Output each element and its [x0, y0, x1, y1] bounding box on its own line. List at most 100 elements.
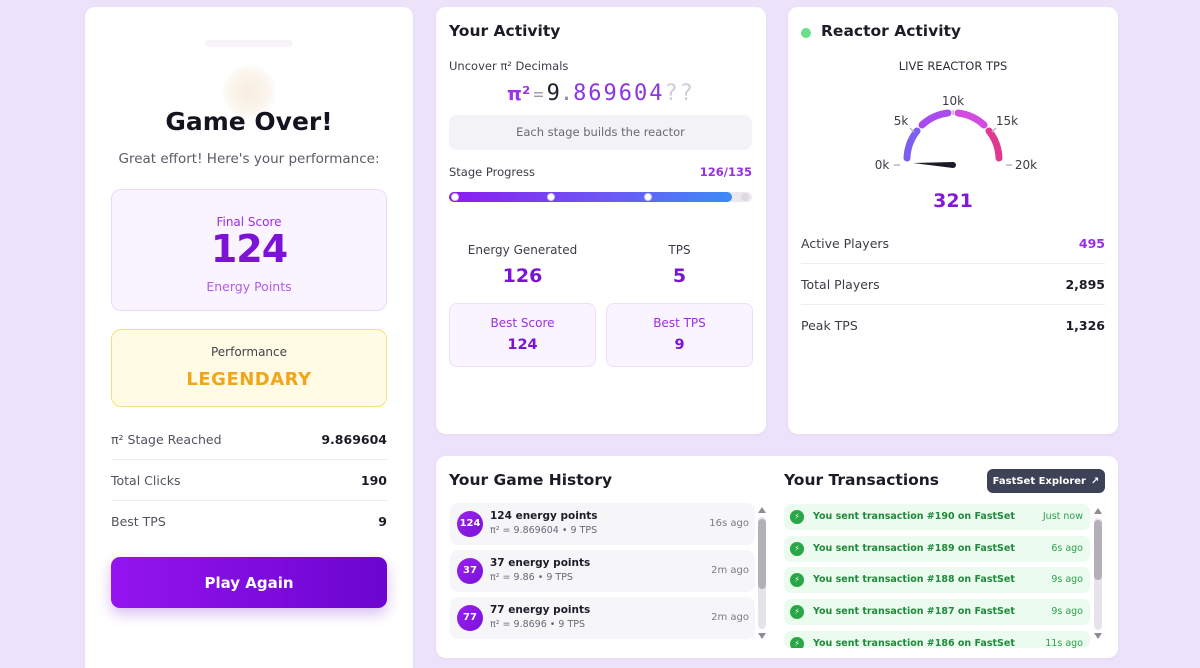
reactor-title: Reactor Activity	[821, 22, 962, 40]
stage-marker	[644, 193, 652, 201]
lightning-icon: ⚡	[790, 542, 804, 556]
transaction-time: 6s ago	[1051, 543, 1083, 554]
stage-marker	[451, 193, 459, 201]
performance-card: Performance LEGENDARY	[111, 329, 387, 407]
reactor-activity-panel: Reactor Activity LIVE REACTOR TPS 0k 5k …	[788, 7, 1118, 434]
stage-progress-bar	[449, 192, 752, 202]
transaction-item[interactable]: ⚡ You sent transaction #187 on FastSet 9…	[784, 599, 1090, 625]
history-time: 16s ago	[709, 518, 749, 529]
history-scroll-up-icon[interactable]	[758, 507, 766, 513]
reactor-row-label: Active Players	[801, 236, 890, 251]
history-scroll-down-icon[interactable]	[758, 633, 766, 639]
history-score-badge: 37	[457, 558, 483, 584]
transaction-text: You sent transaction #186 on FastSet	[813, 638, 1015, 648]
tx-scrollbar[interactable]	[1094, 518, 1102, 630]
faded-decoration	[205, 40, 293, 47]
tx-scroll-up-icon[interactable]	[1094, 508, 1102, 514]
pi-symbol: π²	[506, 83, 531, 105]
energy-generated-label: Energy Generated	[467, 243, 578, 257]
stage-progress-value: 126/135	[699, 165, 752, 179]
lightning-icon: ⚡	[790, 605, 804, 619]
transactions-title: Your Transactions	[784, 471, 940, 489]
transaction-text: You sent transaction #187 on FastSet	[813, 606, 1015, 617]
performance-label: Performance	[210, 345, 288, 359]
activity-panel: Your Activity Uncover π² Decimals π² = 9.8…	[436, 7, 766, 434]
history-time: 2m ago	[711, 565, 749, 576]
gauge-segment	[954, 109, 988, 129]
pi-equals: =	[533, 85, 544, 105]
reactor-row-label: Peak TPS	[801, 318, 858, 333]
reactor-row-active-players: Active Players 495	[801, 223, 1105, 264]
final-score-card: Final Score 124 Energy Points	[111, 189, 387, 311]
tps-gauge: 0k 5k 10k 15k 20k	[875, 94, 1037, 172]
transaction-item[interactable]: ⚡ You sent transaction #190 on FastSet J…	[784, 504, 1090, 530]
history-detail: π² = 9.86 • 9 TPS	[490, 572, 573, 583]
history-scrollbar-thumb[interactable]	[758, 519, 766, 589]
gauge-segment	[985, 127, 1003, 162]
history-item[interactable]: 124 124 energy points π² = 9.869604 • 9 …	[450, 503, 755, 545]
game-over-title: Game Over!	[165, 107, 333, 136]
history-time: 2m ago	[711, 612, 749, 623]
history-item[interactable]: 37 37 energy points π² = 9.86 • 9 TPS 2m…	[450, 550, 755, 592]
stat-row-best-tps: Best TPS 9	[111, 501, 387, 542]
transaction-item[interactable]: ⚡ You sent transaction #189 on FastSet 6…	[784, 536, 1090, 562]
current-tps-value: 321	[933, 190, 973, 212]
gauge-tick	[991, 127, 997, 133]
final-score-unit: Energy Points	[206, 279, 292, 294]
gauge-label-20k: 20k	[1015, 158, 1037, 172]
pi-squared-display: π² = 9.869604??	[436, 81, 766, 106]
reactor-row-value: 2,895	[1065, 277, 1105, 292]
history-scrollbar[interactable]	[758, 517, 766, 629]
history-transactions-panel: Your Game History 124 124 energy points …	[436, 456, 1118, 658]
reactor-row-value: 495	[1078, 236, 1105, 251]
history-detail: π² = 9.869604 • 9 TPS	[490, 525, 598, 536]
reactor-row-total-players: Total Players 2,895	[801, 264, 1105, 305]
transaction-time: 9s ago	[1051, 606, 1083, 617]
lightning-icon: ⚡	[790, 573, 804, 587]
transaction-item[interactable]: ⚡ You sent transaction #186 on FastSet 1…	[784, 631, 1090, 648]
activity-title: Your Activity	[449, 22, 561, 40]
game-over-subtitle: Great effort! Here's your performance:	[118, 151, 380, 167]
live-tps-label: LIVE REACTOR TPS	[898, 59, 1008, 73]
pi-unknown-digits: ??	[664, 81, 696, 106]
history-score-badge: 77	[457, 605, 483, 631]
tx-scrollbar-thumb[interactable]	[1094, 520, 1102, 580]
gauge-label-0k: 0k	[875, 158, 890, 172]
lightning-icon: ⚡	[790, 637, 804, 648]
best-tps-label: Best TPS	[653, 316, 706, 330]
stat-value: 9	[378, 514, 387, 529]
best-score-value: 124	[507, 337, 538, 353]
pi-decimal-point: .	[559, 81, 574, 106]
transaction-item[interactable]: ⚡ You sent transaction #188 on FastSet 9…	[784, 567, 1090, 593]
reactor-row-peak-tps: Peak TPS 1,326	[801, 305, 1105, 346]
performance-rating: LEGENDARY	[186, 369, 312, 390]
gauge-segment	[918, 109, 952, 129]
gauge-segment	[903, 127, 921, 162]
stage-marker	[547, 193, 555, 201]
gauge-hub	[950, 162, 956, 168]
best-tps-value: 9	[674, 337, 685, 353]
pi-integer: 9	[546, 81, 560, 106]
game-over-panel: Game Over! Great effort! Here's your per…	[85, 7, 413, 668]
stat-label: Best TPS	[111, 514, 166, 529]
reactor-row-value: 1,326	[1065, 318, 1105, 333]
stage-hint: Each stage builds the reactor	[449, 115, 752, 150]
stat-label: π² Stage Reached	[111, 432, 222, 447]
transaction-text: You sent transaction #188 on FastSet	[813, 574, 1015, 585]
best-tps-card: Best TPS 9	[606, 303, 753, 367]
history-detail: π² = 9.8696 • 9 TPS	[490, 619, 586, 630]
history-points: 77 energy points	[490, 604, 591, 616]
history-score-badge: 124	[457, 511, 483, 537]
stage-marker	[741, 193, 749, 201]
energy-generated-value: 126	[502, 265, 543, 287]
stat-value: 9.869604	[321, 432, 387, 447]
fastset-explorer-button[interactable]: FastSet Explorer ↗	[987, 469, 1105, 493]
final-score-label: Final Score	[216, 215, 282, 229]
tx-scroll-down-icon[interactable]	[1094, 633, 1102, 639]
uncover-label: Uncover π² Decimals	[449, 59, 569, 73]
external-link-icon: ↗	[1090, 475, 1100, 487]
play-again-button[interactable]: Play Again	[111, 557, 387, 608]
explorer-label: FastSet Explorer	[992, 475, 1086, 487]
history-item[interactable]: 77 77 energy points π² = 9.8696 • 9 TPS …	[450, 597, 755, 639]
reactor-row-label: Total Players	[801, 277, 880, 292]
